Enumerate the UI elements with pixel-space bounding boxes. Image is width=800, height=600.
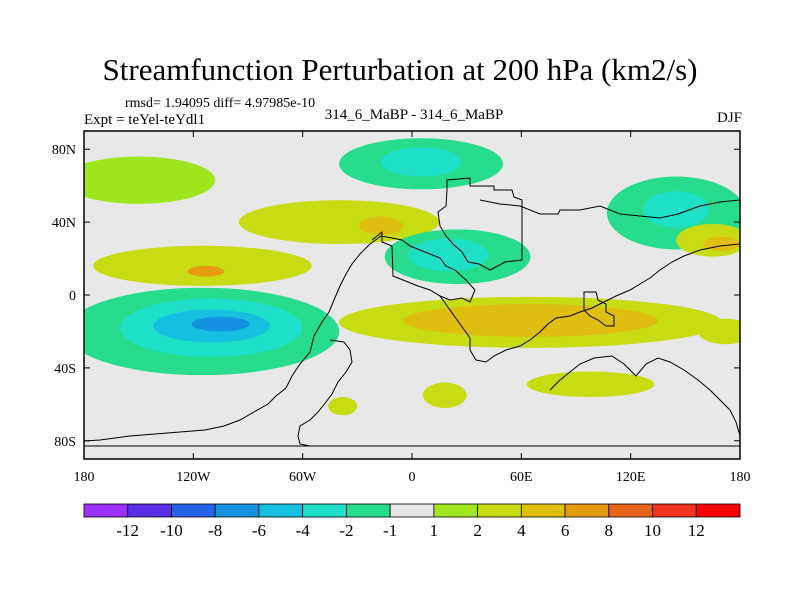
contour-equatorial-east-positive — [698, 318, 740, 345]
contour-tropical-pacific-core — [187, 265, 225, 277]
colorbar-label: -12 — [116, 521, 139, 540]
colorbar-label: 1 — [430, 521, 439, 540]
y-tick-label: 80S — [54, 435, 76, 450]
coastline-eurasia — [479, 199, 740, 219]
colorbar-label: -6 — [252, 521, 266, 540]
colorbar-swatch — [258, 503, 304, 518]
colorbar-swatch — [83, 503, 129, 518]
colorbar-label: 8 — [605, 521, 614, 540]
colorbar-label: -4 — [296, 521, 311, 540]
colorbar-label: 10 — [644, 521, 661, 540]
coastline-south-america — [297, 339, 353, 447]
contour-africa-core — [408, 238, 489, 272]
contour-southern-indian-positive-2 — [526, 371, 655, 398]
x-tick-label: 0 — [409, 470, 416, 485]
x-tick-label: 120E — [616, 470, 646, 485]
stats-text: rmsd= 1.94095 diff= 4.97985e-10 — [125, 96, 316, 111]
colorbar-swatch — [171, 503, 216, 518]
colorbar-swatch — [520, 503, 566, 518]
colorbar-label: 6 — [561, 521, 570, 540]
contour-north-atlantic-core — [359, 216, 403, 235]
colorbar-label: -10 — [160, 521, 183, 540]
colorbar: -12 -10 -8 -6 -4 -2 -1 1 2 4 6 8 10 12 — [83, 503, 741, 540]
contour-north-pacific-positive — [84, 156, 216, 204]
colorbar-swatch — [302, 503, 347, 518]
colorbar-swatch — [564, 503, 610, 518]
colorbar-swatch — [433, 503, 479, 518]
colorbar-label: 12 — [688, 521, 705, 540]
colorbar-swatch — [477, 503, 522, 518]
contour-south-atlantic-positive — [328, 397, 358, 416]
colorbar-swatch — [652, 503, 697, 518]
colorbar-swatch — [127, 503, 172, 518]
colorbar-swatch — [214, 503, 260, 518]
colorbar-label: -2 — [339, 521, 353, 540]
contour-north-pacific-east-core — [703, 236, 740, 252]
chart-title: Streamfunction Perturbation at 200 hPa (… — [102, 52, 698, 87]
coastline-north-america — [437, 177, 523, 271]
y-axis: 80N 40N 0 40S 80S — [52, 143, 740, 450]
x-axis: 180 120W 60W 0 60E 120E 180 — [74, 131, 751, 485]
colorbar-label: -8 — [208, 521, 222, 540]
case-label: 314_6_MaBP - 314_6_MaBP — [324, 107, 504, 123]
y-tick-label: 0 — [69, 289, 76, 304]
season-label: DJF — [716, 110, 742, 126]
coastline-africa — [439, 243, 740, 363]
colorbar-label: 4 — [517, 521, 526, 540]
colorbar-swatch — [695, 503, 741, 518]
contour-east-asia-core — [643, 191, 710, 228]
contour-field — [84, 138, 740, 416]
x-tick-label: 180 — [74, 470, 95, 485]
x-tick-label: 120W — [176, 470, 211, 485]
experiment-label: Expt = teYel-teYdl1 — [84, 112, 206, 128]
colorbar-label: -1 — [383, 521, 397, 540]
colorbar-swatch — [345, 503, 391, 518]
colorbar-swatch — [608, 503, 653, 518]
contour-tropical-pacific-positive — [93, 245, 312, 286]
x-tick-label: 180 — [730, 470, 751, 485]
y-tick-label: 80N — [52, 143, 76, 158]
contour-southern-indian-positive — [422, 382, 467, 408]
coastline-australia — [549, 355, 740, 437]
contour-arctic-core — [381, 147, 462, 177]
contour-indian-ocean-core — [402, 304, 658, 337]
coastline-maritime — [583, 291, 615, 327]
y-tick-label: 40S — [54, 362, 76, 377]
coastlines — [84, 177, 740, 447]
x-tick-label: 60W — [289, 470, 317, 485]
contour-south-pacific-core — [191, 316, 250, 332]
coastline-americas — [84, 230, 476, 442]
colorbar-swatch — [389, 503, 435, 518]
colorbar-label: 2 — [473, 521, 482, 540]
x-tick-label: 60E — [510, 470, 533, 485]
y-tick-label: 40N — [52, 216, 76, 231]
